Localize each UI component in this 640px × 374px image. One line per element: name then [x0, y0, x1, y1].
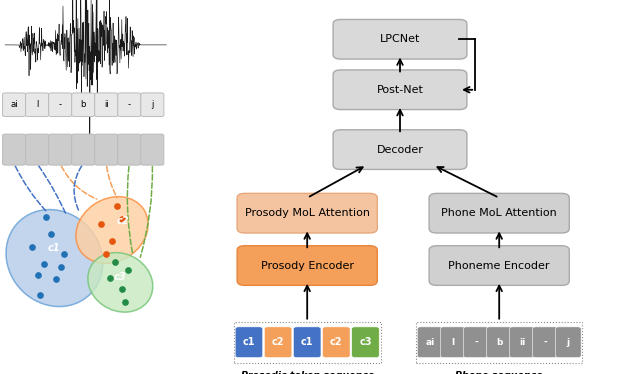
- Text: Prosody MoL Attention: Prosody MoL Attention: [244, 208, 370, 218]
- Text: j: j: [151, 100, 154, 109]
- FancyBboxPatch shape: [72, 134, 95, 165]
- FancyBboxPatch shape: [509, 327, 535, 358]
- FancyBboxPatch shape: [118, 93, 141, 117]
- FancyBboxPatch shape: [3, 134, 26, 165]
- Text: b: b: [496, 338, 502, 347]
- Text: Prosody Encoder: Prosody Encoder: [260, 261, 354, 270]
- Text: -: -: [543, 338, 547, 347]
- FancyBboxPatch shape: [429, 246, 570, 285]
- FancyBboxPatch shape: [95, 134, 118, 165]
- FancyBboxPatch shape: [237, 193, 378, 233]
- FancyBboxPatch shape: [293, 327, 321, 358]
- Text: Phone MoL Attention: Phone MoL Attention: [442, 208, 557, 218]
- FancyBboxPatch shape: [26, 134, 49, 165]
- FancyBboxPatch shape: [95, 93, 118, 117]
- Text: LPCNet: LPCNet: [380, 34, 420, 44]
- Text: Phone sequence: Phone sequence: [455, 371, 543, 374]
- FancyBboxPatch shape: [463, 327, 489, 358]
- Text: c2: c2: [272, 337, 284, 347]
- Text: l: l: [36, 100, 38, 109]
- FancyBboxPatch shape: [429, 193, 570, 233]
- Bar: [234, 322, 381, 363]
- FancyBboxPatch shape: [417, 327, 443, 358]
- Text: Phoneme Encoder: Phoneme Encoder: [449, 261, 550, 270]
- Text: c2: c2: [330, 337, 342, 347]
- FancyBboxPatch shape: [556, 327, 581, 358]
- FancyBboxPatch shape: [3, 93, 26, 117]
- Text: ai: ai: [10, 100, 18, 109]
- FancyBboxPatch shape: [352, 327, 380, 358]
- FancyBboxPatch shape: [264, 327, 292, 358]
- FancyBboxPatch shape: [236, 327, 262, 358]
- Text: ii: ii: [104, 100, 109, 109]
- FancyBboxPatch shape: [532, 327, 558, 358]
- Text: ii: ii: [519, 338, 525, 347]
- Text: ai: ai: [426, 338, 435, 347]
- Text: j: j: [567, 338, 570, 347]
- Bar: [416, 322, 582, 363]
- Ellipse shape: [6, 209, 103, 307]
- Text: Decoder: Decoder: [376, 145, 424, 154]
- FancyBboxPatch shape: [49, 93, 72, 117]
- Text: b: b: [81, 100, 86, 109]
- Text: -: -: [59, 100, 61, 109]
- FancyBboxPatch shape: [323, 327, 350, 358]
- FancyBboxPatch shape: [72, 93, 95, 117]
- Text: c1: c1: [48, 243, 61, 252]
- Ellipse shape: [88, 252, 153, 312]
- FancyBboxPatch shape: [333, 130, 467, 169]
- FancyBboxPatch shape: [141, 134, 164, 165]
- FancyBboxPatch shape: [26, 93, 49, 117]
- Text: c1: c1: [301, 337, 314, 347]
- FancyBboxPatch shape: [237, 246, 378, 285]
- Text: Post-Net: Post-Net: [376, 85, 424, 95]
- FancyBboxPatch shape: [49, 134, 72, 165]
- Text: c3: c3: [114, 273, 127, 282]
- FancyBboxPatch shape: [333, 19, 467, 59]
- Text: c1: c1: [243, 337, 255, 347]
- Text: -: -: [128, 100, 131, 109]
- Text: c3: c3: [359, 337, 372, 347]
- Ellipse shape: [76, 197, 148, 263]
- FancyBboxPatch shape: [486, 327, 512, 358]
- Text: -: -: [474, 338, 478, 347]
- Text: Prosodic token sequence: Prosodic token sequence: [241, 371, 374, 374]
- FancyBboxPatch shape: [440, 327, 466, 358]
- Text: c2: c2: [116, 217, 129, 226]
- FancyBboxPatch shape: [333, 70, 467, 110]
- Text: l: l: [452, 338, 454, 347]
- FancyBboxPatch shape: [141, 93, 164, 117]
- FancyBboxPatch shape: [118, 134, 141, 165]
